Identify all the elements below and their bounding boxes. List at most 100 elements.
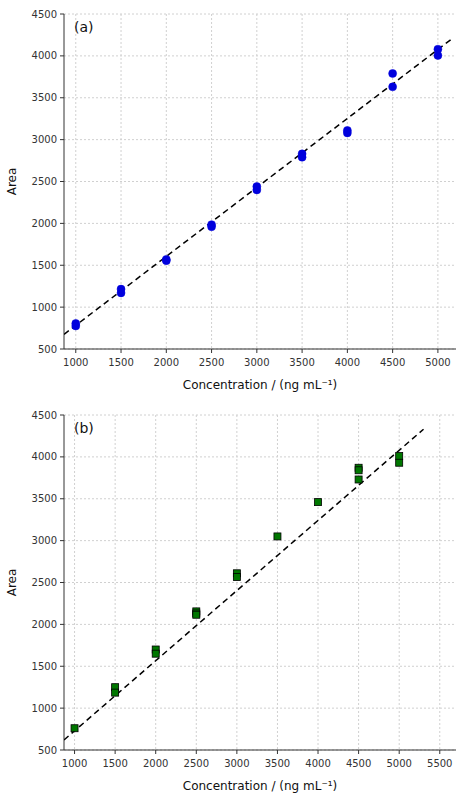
y-tick	[60, 223, 64, 224]
grid	[64, 14, 456, 349]
y-tick-label: 2000	[32, 218, 57, 229]
x-tick-label: 3500	[289, 357, 314, 368]
x-tick-label: 2500	[184, 758, 209, 769]
grid-line	[64, 307, 456, 308]
y-tick	[60, 265, 64, 266]
y-tick	[60, 307, 64, 308]
y-tick	[60, 750, 64, 751]
x-tick	[347, 349, 348, 353]
y-tick-label: 500	[38, 745, 57, 756]
data-point	[434, 51, 442, 59]
data-point	[396, 453, 403, 460]
x-tick-label: 2000	[143, 758, 168, 769]
x-axis-label: Concentration / (ng mL⁻¹)	[183, 779, 337, 793]
x-tick-label: 4500	[346, 758, 371, 769]
data-point	[315, 499, 322, 506]
x-axis-label: Concentration / (ng mL⁻¹)	[183, 378, 337, 392]
y-tick-label: 2500	[32, 176, 57, 187]
x-tick	[399, 750, 400, 754]
data-point	[396, 459, 403, 466]
x-tick-label: 3500	[265, 758, 290, 769]
x-tick-label: 4500	[380, 357, 405, 368]
x-tick	[211, 349, 212, 353]
y-tick	[60, 708, 64, 709]
x-tick	[318, 750, 319, 754]
x-tick-label: 5000	[425, 357, 450, 368]
grid-line	[64, 265, 456, 266]
x-tick	[121, 349, 122, 353]
x-tick-label: 1000	[62, 758, 87, 769]
y-tick	[60, 55, 64, 56]
x-tick	[115, 750, 116, 754]
data-point	[193, 611, 200, 618]
data-point	[162, 257, 170, 265]
y-tick	[60, 349, 64, 350]
y-tick-label: 2500	[32, 577, 57, 588]
data-point	[355, 476, 362, 483]
x-tick	[392, 349, 393, 353]
data-point	[233, 574, 240, 581]
data-point	[389, 69, 397, 77]
chart-panel: 1000150020002500300035004000450050005001…	[0, 0, 474, 401]
fit-line	[64, 429, 424, 740]
x-tick	[302, 349, 303, 353]
data-point	[71, 725, 78, 732]
y-tick-label: 2000	[32, 619, 57, 630]
grid-line	[211, 14, 212, 349]
grid-line	[64, 708, 456, 709]
plot-area	[64, 39, 451, 334]
x-tick-label: 5500	[427, 758, 452, 769]
panel-label: (b)	[74, 420, 94, 436]
x-tick	[166, 349, 167, 353]
x-tick	[74, 750, 75, 754]
y-tick-label: 1500	[32, 260, 57, 271]
data-point	[298, 153, 306, 161]
data-point	[112, 689, 119, 696]
grid-line	[115, 415, 116, 750]
x-tick	[155, 750, 156, 754]
y-tick	[60, 624, 64, 625]
data-point	[72, 322, 80, 330]
y-tick-label: 4500	[32, 410, 57, 421]
y-tick-label: 3500	[32, 493, 57, 504]
x-tick-label: 2000	[154, 357, 179, 368]
grid-line	[64, 498, 456, 499]
y-tick	[60, 415, 64, 416]
y-tick-label: 1500	[32, 661, 57, 672]
x-tick-label: 1500	[102, 758, 127, 769]
x-tick	[437, 349, 438, 353]
data-point	[117, 289, 125, 297]
y-tick-label: 3000	[32, 535, 57, 546]
x-tick-label: 3000	[244, 357, 269, 368]
y-tick	[60, 666, 64, 667]
panel-label: (a)	[74, 19, 94, 35]
y-tick	[60, 139, 64, 140]
chart-panel: 1000150020002500300035004000450050005500…	[0, 401, 474, 802]
y-tick-label: 3000	[32, 134, 57, 145]
grid-line	[64, 55, 456, 56]
x-tick	[75, 349, 76, 353]
y-tick-label: 500	[38, 344, 57, 355]
y-tick	[60, 97, 64, 98]
data-point	[152, 650, 159, 657]
data-point	[274, 533, 281, 540]
y-tick	[60, 14, 64, 15]
x-tick	[196, 750, 197, 754]
grid-line	[74, 415, 75, 750]
grid-line	[64, 750, 456, 751]
y-tick-label: 4500	[32, 9, 57, 20]
grid-line	[64, 181, 456, 182]
y-tick	[60, 181, 64, 182]
grid-line	[64, 624, 456, 625]
data-point	[355, 467, 362, 474]
y-tick-label: 1000	[32, 703, 57, 714]
x-axis-line	[64, 349, 456, 350]
x-axis-line	[64, 750, 456, 751]
y-tick	[60, 498, 64, 499]
x-tick	[277, 750, 278, 754]
data-point	[253, 186, 261, 194]
y-axis-label: Area	[5, 569, 19, 597]
y-tick	[60, 582, 64, 583]
y-tick-label: 3500	[32, 92, 57, 103]
y-tick-label: 4000	[32, 50, 57, 61]
